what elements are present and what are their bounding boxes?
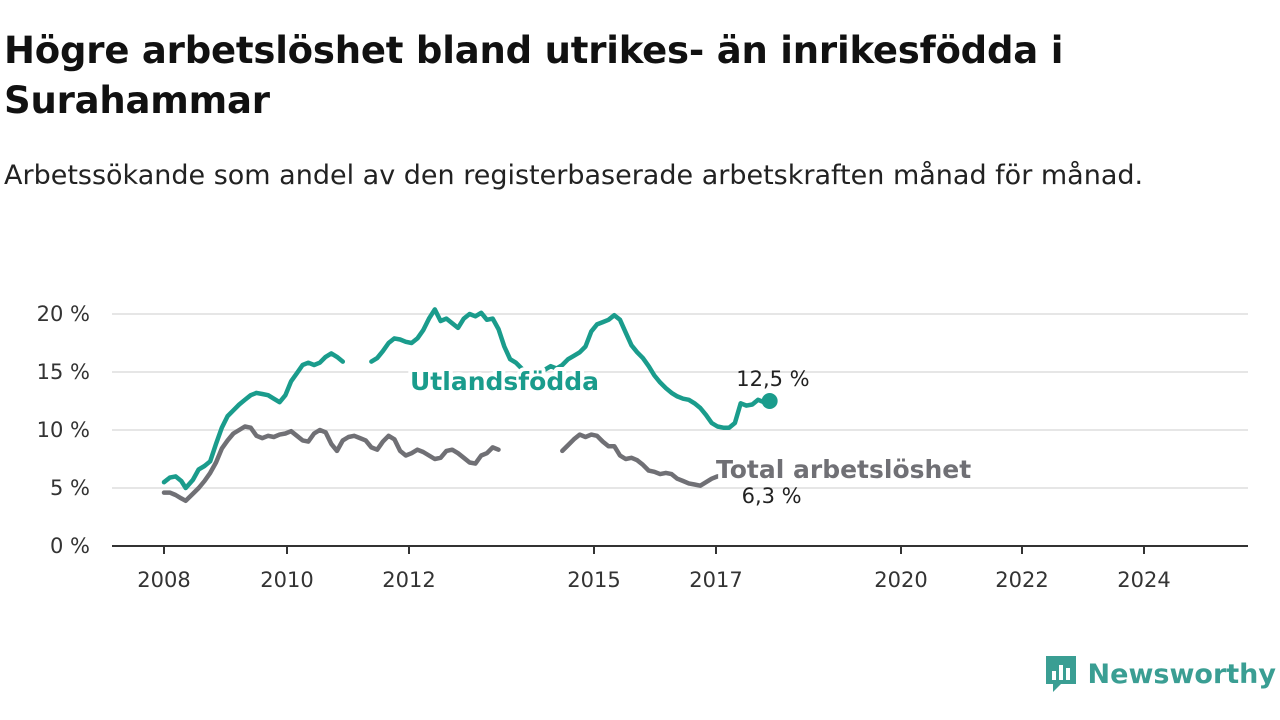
y-tick-label: 20 % [37, 302, 90, 326]
x-tick-label: 2008 [137, 568, 190, 592]
series-line-total-arbetsloshet [161, 424, 501, 504]
x-tick-label: 2012 [382, 568, 435, 592]
brand-name: Newsworthy [1087, 658, 1276, 690]
y-tick-label: 5 % [50, 476, 90, 500]
x-tick-label: 2020 [874, 568, 927, 592]
series-line-total-arbetsloshet [560, 432, 772, 488]
brand-logo[interactable]: Newsworthy [1044, 654, 1276, 694]
series-line-utlandsfodda [161, 351, 346, 491]
gridlines [112, 313, 1248, 489]
newsworthy-logo-icon [1045, 656, 1076, 692]
end-value-label-total: 6,3 % [742, 484, 802, 508]
end-point-total-arbetsloshet [761, 464, 778, 481]
x-tick-label: 2017 [689, 568, 742, 592]
series-label-total-halo: Total arbetslöshet [716, 455, 971, 484]
series-label-utlandsfodda-text: Utlandsfödda [410, 367, 599, 396]
x-tick-label: 2015 [567, 568, 620, 592]
y-tick-label: 15 % [37, 360, 90, 384]
y-tick-label: 0 % [50, 534, 90, 558]
x-tick-label: 2010 [260, 568, 313, 592]
x-tick-label: 2022 [995, 568, 1048, 592]
series-label-utlandsfodda-halo: Utlandsfödda [410, 367, 599, 396]
y-tick-label: 10 % [37, 418, 90, 442]
chart-title: Högre arbetslöshet bland utrikes- än inr… [4, 29, 1064, 122]
series-lines [161, 307, 778, 504]
series-line-utlandsfodda [369, 307, 772, 430]
chart-subtitle: Arbetssökande som andel av den registerb… [4, 160, 1144, 191]
line-chart: 0 % 5 % 10 % 15 % 20 % 2008 2010 2012 2015 2017 20… [37, 302, 1248, 592]
axes: 0 % 5 % 10 % 15 % 20 % 2008 2010 2012 2015 2017 20… [37, 302, 1248, 592]
series-label-total-text: Total arbetslöshet [716, 455, 971, 484]
end-point-utlandsfodda [761, 393, 778, 409]
x-tick-label: 2024 [1117, 568, 1170, 592]
end-value-label-utlandsfodda: 12,5 % [736, 367, 809, 391]
